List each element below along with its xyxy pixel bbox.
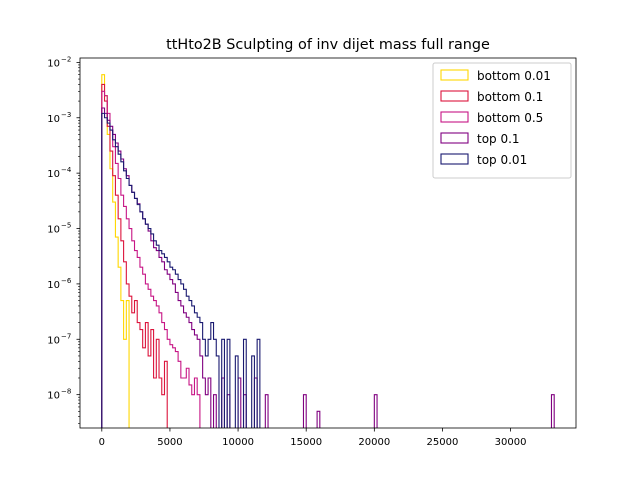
legend-label: top 0.01 — [477, 153, 527, 167]
y-tick-exponent: −3 — [61, 111, 71, 119]
x-axis: 0 5000 10000 15000 20000 25000 30000 — [99, 428, 527, 448]
y-tick-exponent: −6 — [61, 277, 72, 285]
y-axis: 10−810−710−610−510−410−310−2 — [47, 55, 80, 424]
legend-swatch — [440, 69, 469, 81]
y-tick-exponent: −2 — [61, 55, 71, 63]
legend-swatch — [440, 132, 469, 144]
y-tick-label: 10 — [47, 391, 60, 402]
x-tick-label: 10000 — [222, 437, 254, 448]
x-tick-label: 5000 — [157, 437, 182, 448]
x-tick-label: 25000 — [427, 437, 459, 448]
y-tick-exponent: −4 — [61, 166, 72, 174]
series-line-bottom-0-5 — [101, 90, 201, 428]
legend-label: bottom 0.5 — [477, 111, 543, 125]
y-tick-label: 10 — [47, 58, 60, 69]
x-tick-label: 20000 — [358, 437, 390, 448]
y-tick-exponent: −5 — [61, 222, 71, 230]
legend-label: bottom 0.01 — [477, 69, 551, 83]
legend-label: top 0.1 — [477, 132, 520, 146]
legend-swatch — [440, 153, 469, 165]
y-tick-exponent: −8 — [61, 388, 71, 396]
series-line-bottom-0-1 — [101, 83, 168, 428]
x-tick-label: 30000 — [495, 437, 527, 448]
y-tick-exponent: −7 — [61, 332, 71, 340]
y-tick-label: 10 — [47, 335, 60, 346]
plot-frame — [79, 57, 577, 429]
series-line-top-0-01 — [101, 112, 261, 428]
y-tick-label: 10 — [47, 280, 60, 291]
x-tick-label: 0 — [99, 437, 105, 448]
y-tick-label: 10 — [47, 225, 60, 236]
chart-title: ttHto2B Sculpting of inv dijet mass full… — [166, 37, 490, 53]
legend-label: bottom 0.1 — [477, 90, 543, 104]
x-tick-label: 15000 — [290, 437, 322, 448]
y-tick-label: 10 — [47, 169, 60, 180]
y-tick-label: 10 — [47, 114, 60, 125]
series-layer — [101, 74, 555, 428]
legend-swatch — [440, 111, 469, 123]
legend: bottom 0.01 bottom 0.1 bottom 0.5 top 0.1 to… — [432, 62, 572, 179]
legend-swatch — [440, 90, 469, 102]
